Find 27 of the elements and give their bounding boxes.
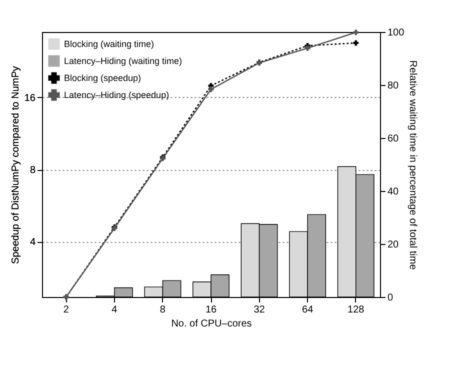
y-tick-label: 16 (24, 92, 36, 104)
y2-tick-label: 0 (388, 292, 394, 304)
legend-label: Blocking (speedup) (64, 73, 142, 83)
y2-tick-label: 60 (388, 134, 400, 144)
y2-axis-title: Relative waiting time in percentage of total time (407, 60, 418, 270)
y2-tick-label: 20 (388, 240, 400, 250)
y2-tick-label: 80 (388, 80, 400, 92)
point (304, 45, 310, 51)
point (353, 40, 359, 46)
point (353, 30, 359, 36)
x-tick-label: 128 (348, 304, 365, 316)
y-axis-title: Speedup of DistNumPy compared to NumPy (10, 66, 22, 264)
point (208, 86, 214, 92)
legend-label: Latency–Hiding (waiting time) (64, 56, 182, 66)
x-tick-label: 2 (63, 304, 70, 316)
legend-label: Latency–Hiding (speedup) (64, 90, 170, 100)
y-tick-label: 4 (30, 237, 36, 248)
y-tick-label: 8 (30, 165, 36, 176)
x-tick-label: 32 (254, 304, 266, 316)
x-tick-label: 4 (112, 304, 118, 316)
x-tick-label: 8 (160, 304, 166, 316)
x-axis-title: No. of CPU–cores (171, 318, 252, 330)
y2-tick-label: 100 (388, 28, 405, 38)
legend-label: Blocking (waiting time) (64, 39, 154, 49)
x-tick-label: 16 (205, 304, 217, 316)
y2-tick-label: 40 (388, 186, 400, 198)
x-tick-label: 64 (302, 304, 314, 316)
